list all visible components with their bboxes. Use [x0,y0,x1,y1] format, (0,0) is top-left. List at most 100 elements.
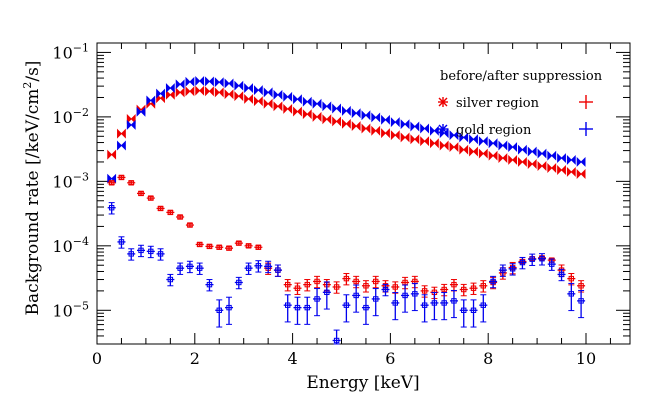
point-box [558,271,565,278]
data-point [430,292,439,321]
data-point [137,244,146,258]
data-point [332,281,341,294]
data-point [381,283,390,297]
data-point [469,146,478,157]
point-box [461,307,467,313]
data-point [459,299,468,328]
point-box [285,302,291,308]
data-point [537,148,547,159]
data-point [303,296,312,325]
y-tick-exponent: −3 [73,170,89,183]
data-point [117,140,126,151]
data-point [107,180,116,186]
data-point [400,119,410,130]
data-point [420,123,430,134]
series-3 [107,202,586,345]
point-box [167,276,174,283]
data-point [489,275,498,289]
point-box [118,174,125,181]
data-point [146,195,155,201]
data-point [244,262,253,275]
data-point [176,262,185,275]
point-box [157,251,164,257]
data-point [430,138,439,149]
y-tick-label: 10−2 [52,106,89,127]
point-box [118,239,125,245]
data-point [351,108,361,119]
data-point [156,88,165,99]
data-point [498,264,507,277]
data-point [302,109,312,120]
data-point [136,106,146,117]
point-box [294,285,301,291]
data-point [214,87,224,98]
data-point [146,245,155,259]
data-point [283,91,293,102]
data-point [391,281,400,294]
data-point [528,253,537,266]
data-point [566,166,576,177]
data-point [508,154,518,165]
data-point [527,146,537,157]
y-tick-base: 10 [52,108,72,127]
point-box [128,180,134,186]
data-point [313,275,322,289]
data-point [420,136,430,147]
data-point [527,159,537,169]
legend-label-silver: silver region [456,96,540,111]
point-box [343,302,350,308]
data-point [547,150,557,161]
data-point [371,112,381,123]
point-box [343,275,350,282]
point-box [157,205,164,212]
data-point [117,128,126,139]
data-point [390,130,400,141]
data-point [332,116,342,127]
series-2 [107,174,586,300]
data-point [117,174,126,181]
point-box [177,265,183,271]
legend-label-gold: gold region [456,123,532,138]
data-point [224,89,234,100]
point-box [314,278,320,285]
data-point [126,119,136,130]
data-point [439,128,449,139]
data-point [234,91,244,102]
point-box [245,265,252,271]
data-point [273,89,283,100]
data-point [341,105,351,116]
point-box [108,180,115,186]
legend-marker-gold-before [438,124,448,134]
data-point [225,296,234,325]
data-series [107,76,586,345]
data-point [449,279,458,292]
point-box [226,245,232,251]
data-point [361,296,370,325]
data-point [225,245,234,251]
data-point [342,273,351,286]
data-point [126,113,136,124]
point-box [138,247,144,254]
data-point [410,282,419,312]
data-point [352,284,361,313]
data-point [137,190,146,197]
data-point [469,134,478,145]
data-point [195,85,205,96]
data-point [224,78,234,89]
legend-marker-silver-after [579,95,593,109]
data-point [185,260,194,274]
data-point [401,276,410,290]
point-box [568,275,575,282]
data-point [263,87,273,98]
data-point [166,209,175,216]
point-box [138,190,144,197]
data-point [253,85,263,96]
data-point [478,148,488,159]
x-tick-label: 8 [483,349,493,368]
data-point [439,140,449,151]
point-box [177,214,183,220]
point-box [216,244,222,250]
data-point [577,289,586,319]
data-point [322,101,332,112]
